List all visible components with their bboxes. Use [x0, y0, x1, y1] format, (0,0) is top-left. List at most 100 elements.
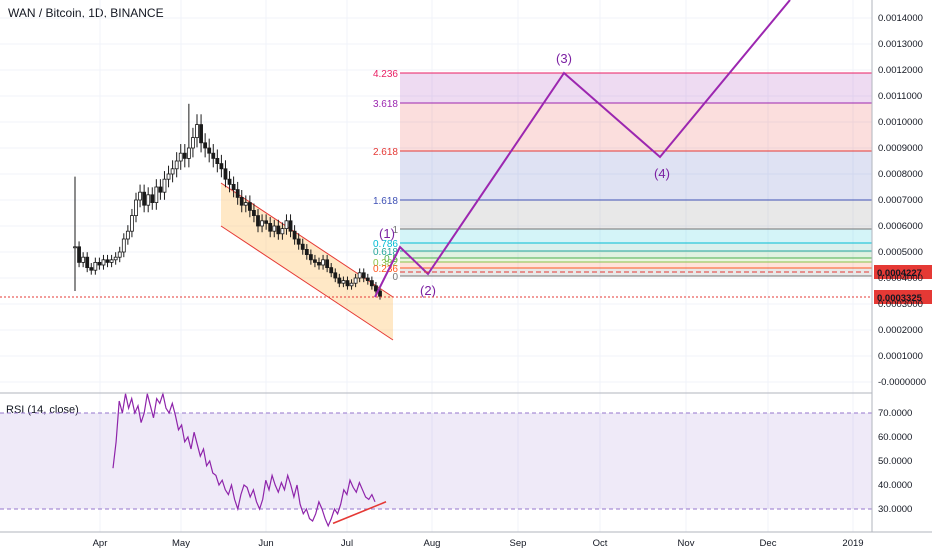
time-tick: Jun — [258, 538, 273, 549]
price-tick: 0.0002000 — [878, 325, 923, 336]
wave-label: (2) — [420, 283, 436, 298]
candle-body — [378, 290, 382, 297]
price-label: 0.0004227 — [877, 268, 922, 279]
candle-body — [341, 280, 346, 284]
fib-label: 3.618 — [373, 99, 398, 110]
time-tick: Jul — [341, 538, 353, 549]
candle-body — [325, 259, 330, 268]
fib-band — [400, 103, 872, 151]
wave-label: (1) — [379, 226, 395, 241]
candle-body — [239, 196, 244, 206]
candle-body — [97, 261, 102, 266]
candle-body — [85, 256, 90, 269]
candle-body — [174, 160, 179, 170]
candle-body — [207, 147, 212, 154]
price-tick: 0.0001000 — [878, 351, 923, 362]
rsi-tick: 60.0000 — [878, 432, 912, 443]
fib-band — [400, 229, 872, 243]
rsi-divergence-line — [332, 501, 387, 525]
fib-label: 2.618 — [373, 147, 398, 158]
candle-body — [109, 259, 114, 263]
rsi-tick: 40.0000 — [878, 480, 912, 491]
candle-body — [77, 246, 81, 263]
price-tick: 0.0005000 — [878, 247, 923, 258]
candle-body — [93, 261, 98, 271]
candle-body — [227, 178, 232, 185]
candle-body — [215, 157, 220, 164]
fib-label: 0.236 — [373, 264, 398, 275]
price-tick: 0.0006000 — [878, 221, 923, 232]
rsi-panel: 70.0000 60.0000 50.0000 40.0000 30.0000 — [0, 391, 912, 528]
price-tick: 0.0010000 — [878, 117, 923, 128]
candle-body — [374, 285, 378, 292]
fib-label: 1.618 — [373, 196, 398, 207]
candle-body — [130, 215, 134, 232]
price-tick: 0.0003000 — [878, 299, 923, 310]
candle-body — [191, 137, 195, 149]
candle-body — [231, 183, 236, 190]
candle-body — [170, 168, 175, 175]
fib-band — [400, 73, 872, 103]
price-tick: 0.0007000 — [878, 195, 923, 206]
rsi-tick: 50.0000 — [878, 456, 912, 467]
elliott-waves: (1) (2) (3) (4) — [374, 0, 791, 298]
candle-body — [292, 230, 297, 240]
candle-body — [178, 152, 183, 162]
fib-extension: 4.2363.6182.6181.61810.7860.6180.50.3820… — [373, 69, 872, 283]
candle-body — [134, 199, 138, 216]
channel-bottom — [220, 225, 394, 341]
candle-body — [349, 282, 354, 287]
candle-body — [357, 272, 362, 279]
candle-body — [142, 191, 147, 206]
fib-label: 1 — [392, 225, 398, 236]
candle-body — [195, 124, 199, 138]
candle-body — [211, 152, 216, 159]
price-tick: 0.0004000 — [878, 273, 923, 284]
price-tick: 0.0013000 — [878, 39, 923, 50]
time-tick: Dec — [760, 538, 777, 549]
wave-label: (4) — [654, 166, 670, 181]
time-tick: Sep — [510, 538, 527, 549]
rsi-tick: 70.0000 — [878, 408, 912, 419]
candle-body — [199, 124, 203, 144]
candle-body — [243, 202, 248, 206]
price-tick: 0.0014000 — [878, 13, 923, 24]
candle-body — [361, 272, 366, 279]
candle-body — [203, 142, 208, 149]
time-tick: Aug — [424, 538, 441, 549]
candle-body — [81, 256, 86, 263]
time-tick: 2019 — [842, 538, 863, 549]
fib-band — [400, 262, 872, 268]
fib-label: 0.5 — [384, 254, 398, 265]
candle-body — [252, 209, 256, 216]
candle-body — [154, 186, 159, 204]
time-tick: May — [172, 538, 190, 549]
candle-body — [313, 259, 317, 263]
time-tick: Nov — [678, 538, 695, 549]
candle-body — [264, 220, 269, 224]
candlesticks — [73, 103, 382, 300]
candle-body — [296, 238, 301, 245]
candle-body — [272, 225, 277, 232]
candle-body — [146, 194, 151, 206]
candle-body — [333, 272, 338, 279]
candle-body — [223, 168, 228, 180]
candle-body — [138, 191, 142, 201]
time-tick: Apr — [93, 538, 108, 549]
fib-label: 0.382 — [373, 258, 398, 269]
candle-body — [105, 259, 110, 263]
candle-body — [304, 248, 309, 255]
fib-label: 0.618 — [373, 247, 398, 258]
price-tick: 0.0009000 — [878, 143, 923, 154]
candle-body — [117, 251, 122, 258]
candle-body — [329, 267, 334, 274]
rsi-line — [112, 391, 376, 528]
candle-body — [345, 280, 350, 287]
fib-band — [400, 151, 872, 200]
candle-body — [166, 173, 171, 180]
candle-body — [113, 256, 118, 261]
descending-channel — [220, 182, 394, 341]
time-tick: Oct — [593, 538, 608, 549]
